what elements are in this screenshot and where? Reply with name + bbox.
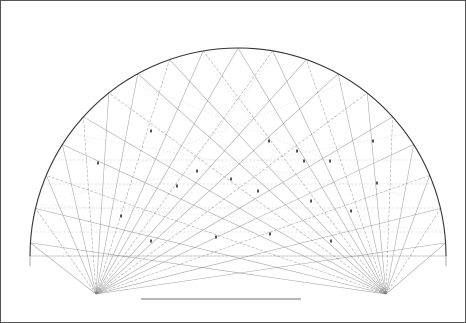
cross-ray xyxy=(126,80,350,169)
intersection-mark xyxy=(296,149,298,153)
ray-line xyxy=(95,73,339,295)
ray-line xyxy=(237,47,387,295)
ray-line xyxy=(95,92,368,295)
ray-line xyxy=(83,116,387,295)
intersection-mark xyxy=(150,239,152,243)
cross-ray xyxy=(126,80,350,169)
ray-line xyxy=(30,242,387,295)
ray-line xyxy=(62,144,387,295)
intersection-mark xyxy=(268,139,270,143)
ray-line xyxy=(30,242,97,295)
intersection-mark xyxy=(215,235,217,239)
ray-line xyxy=(95,59,307,295)
cross-ray xyxy=(69,133,407,196)
ray-line xyxy=(385,144,414,295)
semicircle-outline xyxy=(29,47,447,266)
rays-right-focus xyxy=(30,47,446,295)
ray-line xyxy=(337,73,387,295)
grid-lines xyxy=(30,51,446,300)
ray-line xyxy=(95,50,204,295)
intersection-mark xyxy=(269,232,271,236)
ray-line xyxy=(272,50,387,295)
intersection-mark xyxy=(376,181,378,185)
ray-line xyxy=(385,242,446,295)
ray-line xyxy=(306,59,387,295)
ray-line xyxy=(108,92,387,295)
intersection-mark xyxy=(230,177,232,181)
ray-line xyxy=(95,92,110,295)
cross-ray xyxy=(36,204,440,231)
intersection-mark xyxy=(257,189,259,193)
intersection-mark xyxy=(372,139,374,143)
ray-line xyxy=(203,50,387,295)
intersection-mark xyxy=(303,159,305,163)
ray-line xyxy=(169,59,387,295)
semicircle-arc xyxy=(29,47,447,257)
intersection-mark xyxy=(196,169,198,173)
intersection-mark xyxy=(329,159,331,163)
ray-line xyxy=(366,92,387,295)
ray-line xyxy=(95,208,441,295)
ray-line xyxy=(83,116,97,295)
ray-line xyxy=(385,175,430,295)
ray-line xyxy=(95,50,273,295)
intersection-mark xyxy=(176,184,178,188)
intersection-marks xyxy=(97,129,378,243)
ray-line xyxy=(137,73,387,295)
ray-line xyxy=(385,116,393,295)
ray-line xyxy=(95,47,239,295)
intersection-mark xyxy=(310,199,312,203)
cross-ray xyxy=(198,51,278,154)
ray-line xyxy=(95,175,430,295)
cross-ray xyxy=(69,133,407,196)
ray-line xyxy=(35,208,97,295)
intersection-mark xyxy=(330,239,332,243)
ray-line xyxy=(46,175,97,295)
rays-left-focus xyxy=(30,47,446,295)
ray-line xyxy=(46,175,387,295)
ray-line xyxy=(95,144,414,295)
ray-line xyxy=(95,73,139,295)
intersection-mark xyxy=(150,129,152,133)
intersection-mark xyxy=(350,209,352,213)
ray-line xyxy=(385,208,441,295)
ray-line xyxy=(35,208,387,295)
intersection-mark xyxy=(120,214,122,218)
intersection-mark xyxy=(97,161,99,165)
ray-line xyxy=(95,116,393,295)
cross-ray xyxy=(198,51,278,154)
